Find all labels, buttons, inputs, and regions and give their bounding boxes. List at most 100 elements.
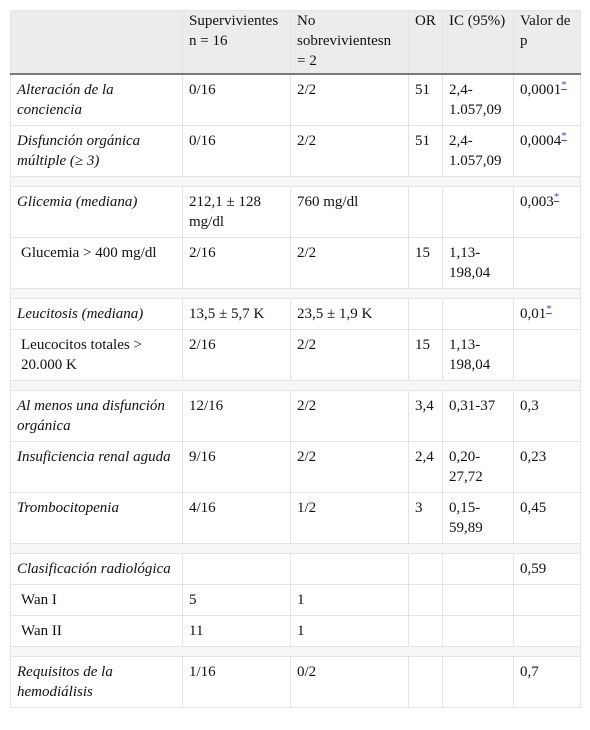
table-row: Requisitos de la hemodiálisis 1/16 0/2 0… [10, 656, 581, 708]
header-non-survivors: No sobrevivientesn = 2 [290, 10, 409, 75]
cell-p-value [513, 615, 581, 647]
table-row: Trombocitopenia 4/16 1/2 3 0,15-59,89 0,… [10, 492, 581, 544]
row-label: Disfunción orgánica múltiple (≥ 3) [10, 125, 183, 177]
separator-cell [10, 380, 581, 391]
footnote-link[interactable]: * [553, 191, 560, 203]
cell-p-value: 0,0001* [513, 73, 581, 126]
footnote-link[interactable]: * [546, 303, 552, 315]
table-row: Alteración de la conciencia 0/16 2/2 51 … [10, 73, 581, 126]
cell-ci: 0,31-37 [442, 390, 514, 442]
cell-ci: 1,13-198,04 [442, 237, 514, 289]
table-row: Wan II 11 1 [10, 615, 581, 647]
cell-p-value: 0,0004* [513, 125, 581, 177]
cell-or [408, 186, 443, 238]
separator-cell [10, 288, 581, 299]
cell-survivors: 0/16 [182, 73, 291, 126]
cell-or: 3 [408, 492, 443, 544]
p-value-text: 0,01 [520, 306, 547, 322]
cell-p-value [513, 584, 581, 616]
cell-non-survivors: 1 [290, 615, 409, 647]
cell-non-survivors: 760 mg/dl [290, 186, 409, 238]
cell-ci [442, 186, 514, 238]
cell-or [408, 584, 443, 616]
cell-p-value: 0,7 [513, 656, 581, 708]
row-label: Glucemia > 400 mg/dl [10, 237, 183, 289]
cell-ci [442, 656, 514, 708]
cell-ci [442, 553, 514, 585]
cell-survivors: 11 [182, 615, 291, 647]
cell-or: 15 [408, 329, 443, 381]
cell-or: 15 [408, 237, 443, 289]
table-row: Wan I 5 1 [10, 584, 581, 616]
table-row: Glicemia (mediana) 212,1 ± 128 mg/dl 760… [10, 186, 581, 238]
table-row: Al menos una disfunción orgánica 12/16 2… [10, 390, 581, 442]
separator-cell [10, 176, 581, 187]
table-row: Disfunción orgánica múltiple (≥ 3) 0/16 … [10, 125, 581, 177]
cell-survivors: 2/16 [182, 329, 291, 381]
row-label: Trombocitopenia [10, 492, 183, 544]
cell-survivors: 2/16 [182, 237, 291, 289]
row-label: Leucitosis (mediana) [10, 298, 183, 330]
row-separator [10, 176, 581, 187]
cell-non-survivors: 23,5 ± 1,9 K [290, 298, 409, 330]
cell-non-survivors: 2/2 [290, 329, 409, 381]
table-row: Insuficiencia renal aguda 9/16 2/2 2,4 0… [10, 441, 581, 493]
cell-survivors: 212,1 ± 128 mg/dl [182, 186, 291, 238]
row-label: Clasificación radiológica [10, 553, 183, 585]
cell-non-survivors: 2/2 [290, 237, 409, 289]
cell-ci: 0,20-27,72 [442, 441, 514, 493]
cell-p-value [513, 329, 581, 381]
cell-non-survivors: 2/2 [290, 390, 409, 442]
row-label: Insuficiencia renal aguda [10, 441, 183, 493]
p-value-text: 0,0001 [520, 82, 562, 98]
row-label: Glicemia (mediana) [10, 186, 183, 238]
cell-survivors: 12/16 [182, 390, 291, 442]
cell-or [408, 553, 443, 585]
cell-non-survivors: 2/2 [290, 73, 409, 126]
cell-p-value: 0,23 [513, 441, 581, 493]
row-separator [10, 646, 581, 657]
cell-ci: 2,4-1.057,09 [442, 125, 514, 177]
header-ci: IC (95%) [442, 10, 514, 75]
row-label: Wan I [10, 584, 183, 616]
row-separator [10, 380, 581, 391]
cell-ci: 1,13-198,04 [442, 329, 514, 381]
cell-non-survivors: 1/2 [290, 492, 409, 544]
cell-ci [442, 615, 514, 647]
header-survivors: Supervivientesn = 16 [182, 10, 291, 75]
cell-p-value: 0,3 [513, 390, 581, 442]
cell-or: 51 [408, 125, 443, 177]
cell-or [408, 615, 443, 647]
row-separator [10, 288, 581, 299]
row-label: Al menos una disfunción orgánica [10, 390, 183, 442]
cell-non-survivors: 1 [290, 584, 409, 616]
p-value-text: 0,0004 [520, 133, 562, 149]
table-row: Clasificación radiológica 0,59 [10, 553, 581, 585]
cell-ci: 0,15-59,89 [442, 492, 514, 544]
row-label: Wan II [10, 615, 183, 647]
cell-p-value: 0,45 [513, 492, 581, 544]
row-separator [10, 543, 581, 554]
cell-non-survivors: 2/2 [290, 441, 409, 493]
cell-p-value [513, 237, 581, 289]
cell-survivors: 1/16 [182, 656, 291, 708]
header-or: OR [408, 10, 443, 75]
cell-non-survivors: 2/2 [290, 125, 409, 177]
header-row: Supervivientesn = 16 No sobrevivientesn … [10, 10, 581, 75]
p-value-text: 0,003 [520, 194, 554, 210]
row-label: Leucocitos totales > 20.000 K [10, 329, 183, 381]
cell-p-value: 0,59 [513, 553, 581, 585]
cell-p-value: 0,003* [513, 186, 581, 238]
cell-ci: 2,4-1.057,09 [442, 73, 514, 126]
row-label: Requisitos de la hemodiálisis [10, 656, 183, 708]
cell-non-survivors: 0/2 [290, 656, 409, 708]
footnote-link[interactable]: * [561, 130, 567, 142]
cell-ci [442, 298, 514, 330]
cell-or: 51 [408, 73, 443, 126]
footnote-link[interactable]: * [561, 79, 567, 91]
row-label: Alteración de la conciencia [10, 73, 183, 126]
cell-or: 2,4 [408, 441, 443, 493]
cell-survivors: 0/16 [182, 125, 291, 177]
table-row: Leucocitos totales > 20.000 K 2/16 2/2 1… [10, 329, 581, 381]
table-row: Leucitosis (mediana) 13,5 ± 5,7 K 23,5 ±… [10, 298, 581, 330]
